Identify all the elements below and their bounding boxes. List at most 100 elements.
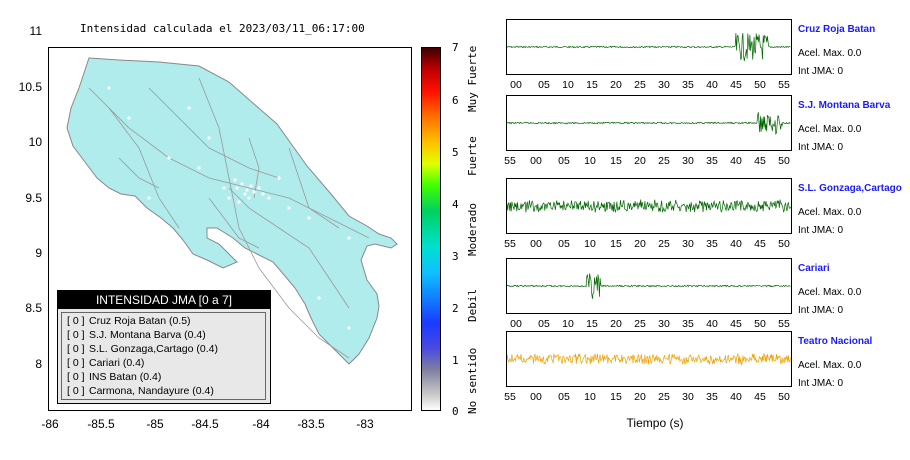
waveform-tick: 00 bbox=[510, 79, 522, 91]
waveform-tick: 05 bbox=[558, 238, 570, 250]
x-tick: -83.5 bbox=[297, 417, 325, 431]
station-acel: Acel. Max. 0.0 bbox=[798, 360, 862, 371]
waveform-tick: 55 bbox=[504, 155, 516, 167]
legend-box: [ 0 ] Cruz Roja Batan (0.5) [ 0 ] S.J. Mon… bbox=[61, 312, 266, 400]
waveform-tick: 40 bbox=[730, 391, 742, 403]
legend-label: Carmona, Nandayure (0.4) bbox=[89, 385, 214, 397]
waveform-tick: 20 bbox=[634, 391, 646, 403]
waveform-tick: 30 bbox=[658, 318, 670, 330]
waveform-tick: 15 bbox=[610, 155, 622, 167]
station-acel: Acel. Max. 0.0 bbox=[798, 48, 862, 59]
colorbar-tick: 2 bbox=[452, 302, 459, 315]
road-lines bbox=[88, 77, 370, 359]
legend-level: [ 0 ] bbox=[67, 315, 85, 327]
legend-item: [ 0 ] INS Batan (0.4) bbox=[67, 371, 161, 383]
waveform-trace bbox=[507, 199, 791, 214]
station-int: Int JMA: 0 bbox=[798, 225, 844, 236]
waveform-tick: 00 bbox=[530, 155, 542, 167]
waveform-tick: 30 bbox=[658, 79, 670, 91]
waveform-tick: 15 bbox=[610, 238, 622, 250]
waveform-tick: 25 bbox=[634, 79, 646, 91]
colorbar-tick: 6 bbox=[452, 94, 459, 107]
y-tick: 8.5 bbox=[25, 301, 42, 315]
town-points bbox=[107, 86, 371, 330]
waveform-tick: 55 bbox=[778, 318, 790, 330]
y-tick: 9 bbox=[35, 246, 42, 260]
station-name: S.J. Montana Barva bbox=[798, 100, 891, 111]
waveform-tick: 15 bbox=[586, 318, 598, 330]
waveform-tick: 35 bbox=[682, 318, 694, 330]
station-name: Cruz Roja Batan bbox=[798, 24, 876, 35]
colorbar-tick: 4 bbox=[452, 198, 459, 211]
waveform-tick: 10 bbox=[584, 155, 596, 167]
time-axis-label: Tiempo (s) bbox=[626, 416, 684, 430]
colorbar-tick: 1 bbox=[452, 354, 459, 367]
waveform-tick: 20 bbox=[610, 318, 622, 330]
colorbar-tick: 5 bbox=[452, 146, 459, 159]
waveform-tick: 20 bbox=[634, 238, 646, 250]
station-name: Cariari bbox=[798, 263, 830, 274]
waveform-tick: 10 bbox=[562, 79, 574, 91]
waveform-tick: 00 bbox=[530, 238, 542, 250]
waveform-tick: 55 bbox=[778, 79, 790, 91]
y-tick: 10 bbox=[28, 135, 42, 149]
waveform-tick: 25 bbox=[634, 318, 646, 330]
waveform-tick: 40 bbox=[730, 238, 742, 250]
station-name: S.L. Gonzaga,Cartago bbox=[798, 183, 902, 194]
waveform-tick: 35 bbox=[706, 238, 718, 250]
waveform-tick: 50 bbox=[778, 155, 790, 167]
y-tick: 9.5 bbox=[25, 191, 42, 205]
colorbar-tick: 3 bbox=[452, 250, 459, 263]
station-acel: Acel. Max. 0.0 bbox=[798, 287, 862, 298]
x-tick: -85 bbox=[146, 417, 164, 431]
waveform-tick: 20 bbox=[610, 79, 622, 91]
station-name: Teatro Nacional bbox=[798, 336, 873, 347]
waveform-tick: 40 bbox=[706, 79, 718, 91]
waveform-tick: 35 bbox=[706, 391, 718, 403]
legend-level: [ 0 ] bbox=[67, 385, 85, 397]
waveform-tick: 05 bbox=[538, 79, 550, 91]
waveform-trace bbox=[507, 33, 791, 61]
station-acel: Acel. Max. 0.0 bbox=[798, 207, 862, 218]
waveform-tick: 45 bbox=[754, 155, 766, 167]
intensity-colorbar bbox=[421, 47, 441, 411]
colorbar-category: Muy Fuerte bbox=[466, 45, 479, 112]
waveform-tick: 25 bbox=[658, 238, 670, 250]
waveform-tick: 45 bbox=[754, 391, 766, 403]
legend-label: S.L. Gonzaga,Cartago (0.4) bbox=[89, 343, 218, 355]
legend-item: [ 0 ] S.J. Montana Barva (0.4) bbox=[67, 329, 206, 341]
legend-item: [ 0 ] Cruz Roja Batan (0.5) bbox=[67, 315, 191, 327]
waveform-tick: 05 bbox=[558, 391, 570, 403]
legend-level: [ 0 ] bbox=[67, 329, 85, 341]
waveform-trace bbox=[507, 112, 791, 136]
colorbar-tick: 0 bbox=[452, 405, 459, 418]
legend-item: [ 0 ] Carmona, Nandayure (0.4) bbox=[67, 385, 214, 397]
waveform-tick: 50 bbox=[754, 79, 766, 91]
waveform-tick: 55 bbox=[504, 391, 516, 403]
x-tick: -86 bbox=[41, 417, 59, 431]
waveform-tick: 00 bbox=[510, 318, 522, 330]
waveform-tick: 30 bbox=[682, 155, 694, 167]
waveform-tick: 40 bbox=[730, 155, 742, 167]
colorbar-category: Fuerte bbox=[466, 136, 479, 176]
x-tick: -83 bbox=[356, 417, 374, 431]
waveform-trace bbox=[507, 273, 791, 299]
waveform-tick: 05 bbox=[558, 155, 570, 167]
y-tick: 11 bbox=[29, 24, 42, 38]
legend-label: Cruz Roja Batan (0.5) bbox=[89, 315, 191, 327]
waveform-tick: 00 bbox=[530, 391, 542, 403]
waveform-tick: 45 bbox=[754, 238, 766, 250]
waveform-tick: 50 bbox=[778, 391, 790, 403]
x-tick: -84.5 bbox=[191, 417, 219, 431]
station-acel: Acel. Max. 0.0 bbox=[798, 124, 862, 135]
waveform-tick: 10 bbox=[584, 391, 596, 403]
waveform-tick: 50 bbox=[754, 318, 766, 330]
waveform-trace bbox=[507, 353, 791, 366]
colorbar-category: Moderado bbox=[466, 203, 479, 256]
y-tick: 8 bbox=[35, 357, 42, 371]
waveform-plot bbox=[506, 178, 792, 234]
waveform-tick: 05 bbox=[538, 318, 550, 330]
waveform-tick: 10 bbox=[562, 318, 574, 330]
waveform-plot bbox=[506, 331, 792, 387]
legend-label: INS Batan (0.4) bbox=[89, 371, 162, 383]
